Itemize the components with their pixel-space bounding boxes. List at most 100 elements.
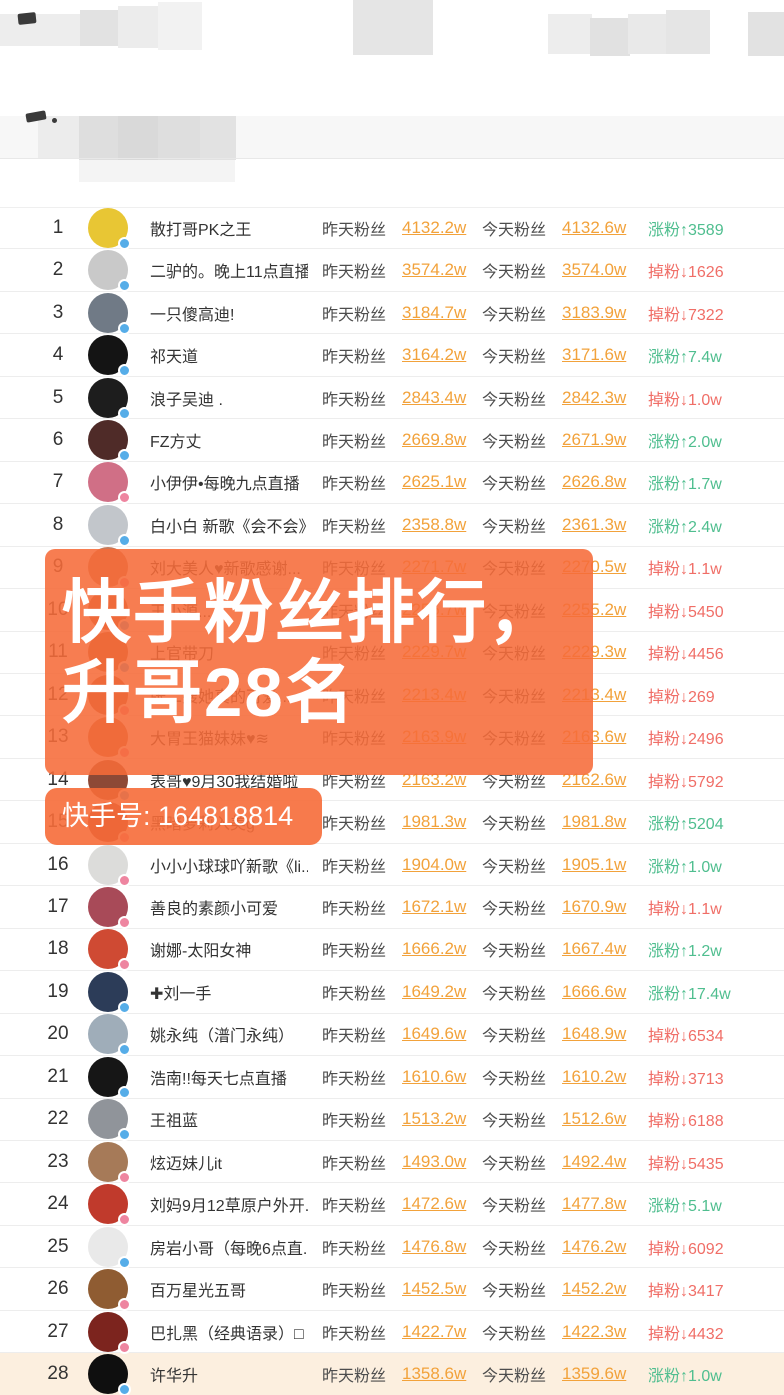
table-row[interactable]: 7 小伊伊•每晚九点直播 昨天粉丝 2625.1w 今天粉丝 2626.8w 涨… [0,461,784,505]
table-row[interactable]: 1 散打哥PK之王 昨天粉丝 4132.2w 今天粉丝 4132.6w 涨粉↑3… [0,207,784,251]
table-row[interactable]: 2 二驴的。晚上11点直播 昨天粉丝 3574.2w 今天粉丝 3574.0w … [0,249,784,293]
table-row[interactable]: 8 白小白 新歌《会不会》 昨天粉丝 2358.8w 今天粉丝 2361.3w … [0,504,784,547]
yesterday-fans-value[interactable]: 1422.7w [402,1321,467,1341]
user-name[interactable]: 二驴的。晚上11点直播 [150,264,308,282]
today-fans-value[interactable]: 4132.6w [562,218,627,238]
table-row[interactable]: 27 巴扎黑（经典语录）□ 昨天粉丝 1422.7w 今天粉丝 1422.3w … [0,1310,784,1354]
yesterday-fans-value[interactable]: 1610.6w [402,1066,467,1086]
yesterday-fans-value[interactable]: 3164.2w [402,345,467,365]
today-fans-value[interactable]: 1905.1w [562,854,627,874]
user-name[interactable]: 炫迈妹儿it [150,1155,223,1173]
avatar[interactable] [88,971,131,1014]
avatar[interactable] [88,462,131,505]
yesterday-fans-value[interactable]: 2843.4w [402,387,467,407]
user-name[interactable]: FZ方丈 [150,433,202,451]
avatar[interactable] [88,886,131,929]
today-fans-value[interactable]: 1610.2w [562,1066,627,1086]
today-fans-value[interactable]: 1492.4w [562,1151,627,1171]
table-row[interactable]: 26 百万星光五哥 昨天粉丝 1452.5w 今天粉丝 1452.2w 掉粉↓3… [0,1268,784,1312]
avatar[interactable] [88,844,131,887]
yesterday-fans-value[interactable]: 1981.3w [402,812,467,832]
today-fans-value[interactable]: 3171.6w [562,345,627,365]
user-name[interactable]: 姚永纯（潽门永纯） [150,1028,295,1046]
user-name[interactable]: 浩南!!每天七点直播 [150,1070,287,1088]
table-row[interactable]: 19 ✚刘一手 昨天粉丝 1649.2w 今天粉丝 1666.6w 涨粉↑17.… [0,971,784,1014]
yesterday-fans-value[interactable]: 1472.6w [402,1194,467,1214]
today-fans-value[interactable]: 2626.8w [562,472,627,492]
yesterday-fans-value[interactable]: 1649.6w [402,1024,467,1044]
user-name[interactable]: 祁天道 [150,349,199,367]
table-row[interactable]: 17 善良的素颜小可爱 昨天粉丝 1672.1w 今天粉丝 1670.9w 掉粉… [0,886,784,929]
avatar[interactable] [88,929,131,972]
table-row[interactable]: 18 谢娜-太阳女神 昨天粉丝 1666.2w 今天粉丝 1667.4w 涨粉↑… [0,928,784,972]
table-row[interactable]: 20 姚永纯（潽门永纯） 昨天粉丝 1649.6w 今天粉丝 1648.9w 掉… [0,1013,784,1057]
user-name[interactable]: 许华升 [150,1367,199,1385]
avatar[interactable] [88,1353,131,1395]
avatar[interactable] [88,1099,131,1142]
yesterday-fans-value[interactable]: 1649.2w [402,981,467,1001]
table-row[interactable]: 16 小小小球球吖新歌《li... 昨天粉丝 1904.0w 今天粉丝 1905… [0,843,784,887]
avatar[interactable] [88,208,131,251]
table-row[interactable]: 24 刘妈9月12草原户外开... 昨天粉丝 1472.6w 今天粉丝 1477… [0,1183,784,1227]
table-row[interactable]: 23 炫迈妹儿it 昨天粉丝 1493.0w 今天粉丝 1492.4w 掉粉↓5… [0,1140,784,1184]
today-fans-value[interactable]: 2842.3w [562,387,627,407]
yesterday-fans-value[interactable]: 1904.0w [402,854,467,874]
user-name[interactable]: 小伊伊•每晚九点直播 [150,476,300,494]
yesterday-fans-value[interactable]: 1452.5w [402,1279,467,1299]
avatar[interactable] [88,335,131,378]
avatar[interactable] [88,377,131,420]
today-fans-value[interactable]: 1512.6w [562,1109,627,1129]
today-fans-value[interactable]: 1452.2w [562,1279,627,1299]
avatar[interactable] [88,1141,131,1184]
avatar[interactable] [88,1056,131,1099]
today-fans-value[interactable]: 2671.9w [562,429,627,449]
today-fans-value[interactable]: 1477.8w [562,1194,627,1214]
avatar[interactable] [88,1014,131,1057]
today-fans-value[interactable]: 1666.6w [562,981,627,1001]
today-fans-value[interactable]: 3574.0w [562,260,627,280]
yesterday-fans-value[interactable]: 1666.2w [402,939,467,959]
today-fans-value[interactable]: 3183.9w [562,302,627,322]
today-fans-value[interactable]: 1670.9w [562,896,627,916]
today-fans-value[interactable]: 2361.3w [562,514,627,534]
avatar[interactable] [88,1269,131,1312]
user-name[interactable]: 刘妈9月12草原户外开... [150,1198,308,1216]
user-name[interactable]: 浪子吴迪 . [150,391,223,409]
yesterday-fans-value[interactable]: 4132.2w [402,218,467,238]
yesterday-fans-value[interactable]: 2625.1w [402,472,467,492]
user-name[interactable]: 小小小球球吖新歌《li... [150,858,308,876]
table-row[interactable]: 28 许华升 昨天粉丝 1358.6w 今天粉丝 1359.6w 涨粉↑1.0w [0,1353,784,1395]
user-name[interactable]: 谢娜-太阳女神 [150,943,252,961]
table-row[interactable]: 5 浪子吴迪 . 昨天粉丝 2843.4w 今天粉丝 2842.3w 掉粉↓1.… [0,376,784,420]
user-name[interactable]: 表哥♥9月30我结婚啦 [150,773,299,791]
today-fans-value[interactable]: 1359.6w [562,1363,627,1383]
yesterday-fans-value[interactable]: 1493.0w [402,1151,467,1171]
user-name[interactable]: 巴扎黑（经典语录）□ [150,1325,304,1343]
table-row[interactable]: 21 浩南!!每天七点直播 昨天粉丝 1610.6w 今天粉丝 1610.2w … [0,1056,784,1099]
avatar[interactable] [88,250,131,293]
user-name[interactable]: 白小白 新歌《会不会》 [150,518,308,536]
yesterday-fans-value[interactable]: 3184.7w [402,302,467,322]
avatar[interactable] [88,419,131,462]
today-fans-value[interactable]: 1422.3w [562,1321,627,1341]
today-fans-value[interactable]: 1981.8w [562,812,627,832]
user-name[interactable]: 百万星光五哥 [150,1283,247,1301]
table-row[interactable]: 3 一只傻高迪! 昨天粉丝 3184.7w 今天粉丝 3183.9w 掉粉↓73… [0,291,784,335]
today-fans-value[interactable]: 1648.9w [562,1024,627,1044]
user-name[interactable]: 房岩小哥（每晚6点直... [150,1240,308,1258]
user-name[interactable]: 王祖蓝 [150,1113,199,1131]
yesterday-fans-value[interactable]: 1513.2w [402,1109,467,1129]
yesterday-fans-value[interactable]: 2358.8w [402,514,467,534]
user-name[interactable]: 一只傻高迪! [150,306,235,324]
avatar[interactable] [88,1226,131,1269]
user-name[interactable]: ✚刘一手 [150,985,212,1003]
yesterday-fans-value[interactable]: 1476.8w [402,1236,467,1256]
yesterday-fans-value[interactable]: 1672.1w [402,896,467,916]
user-name[interactable]: 散打哥PK之王 [150,222,252,240]
yesterday-fans-value[interactable]: 3574.2w [402,260,467,280]
user-name[interactable]: 善良的素颜小可爱 [150,900,279,918]
yesterday-fans-value[interactable]: 1358.6w [402,1363,467,1383]
today-fans-value[interactable]: 1667.4w [562,939,627,959]
table-row[interactable]: 6 FZ方丈 昨天粉丝 2669.8w 今天粉丝 2671.9w 涨粉↑2.0w [0,419,784,462]
today-fans-value[interactable]: 1476.2w [562,1236,627,1256]
